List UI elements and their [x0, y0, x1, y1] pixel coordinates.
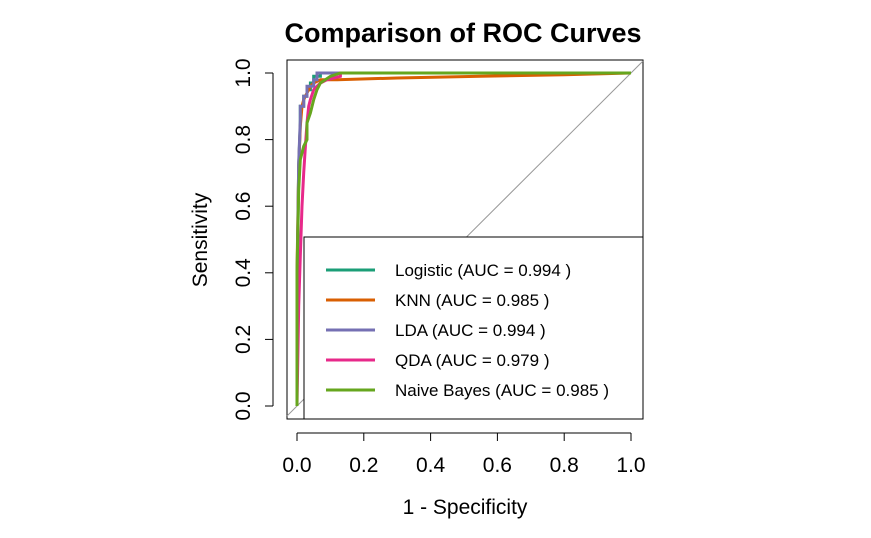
roc-curve-lda	[295, 71, 631, 406]
y-tick-label: 0.8	[232, 125, 255, 154]
y-tick-label: 0.4	[232, 258, 255, 288]
legend-label-knn: KNN (AUC = 0.985 )	[395, 291, 549, 310]
legend-label-qda: QDA (AUC = 0.979 )	[395, 351, 549, 370]
y-tick-label: 0.0	[232, 391, 255, 420]
legend-label-lda: LDA (AUC = 0.994 )	[395, 321, 546, 340]
legend-box	[303, 236, 644, 420]
x-tick-label: 0.8	[550, 454, 579, 477]
y-tick-label: 1.0	[232, 58, 255, 87]
legend: Logistic (AUC = 0.994 ) KNN (AUC = 0.985 …	[303, 236, 644, 420]
x-tick-label: 0.6	[483, 454, 512, 477]
y-tick-label: 0.6	[232, 192, 255, 221]
legend-items: Logistic (AUC = 0.994 ) KNN (AUC = 0.985 …	[326, 261, 609, 400]
roc-curves	[295, 71, 632, 407]
x-tick-label: 0.0	[282, 454, 311, 477]
x-axis-label: 1 - Specificity	[403, 496, 528, 519]
x-tick-label: 0.4	[416, 454, 446, 477]
roc-curve-naive-bayes	[295, 71, 631, 406]
y-axis: 0.0 0.2 0.4 0.6 0.8 1.0	[232, 58, 274, 421]
x-tick-label: 1.0	[616, 454, 645, 477]
chart-title: Comparison of ROC Curves	[284, 18, 641, 48]
legend-label-naive-bayes: Naive Bayes (AUC = 0.985 )	[395, 381, 609, 400]
y-axis-label: Sensitivity	[189, 192, 212, 287]
legend-label-logistic: Logistic (AUC = 0.994 )	[395, 261, 571, 280]
y-tick-label: 0.2	[232, 325, 255, 354]
roc-curve-qda	[295, 71, 631, 407]
x-axis: 0.0 0.2 0.4 0.6 0.8 1.0	[282, 432, 646, 477]
x-tick-label: 0.2	[349, 454, 378, 477]
